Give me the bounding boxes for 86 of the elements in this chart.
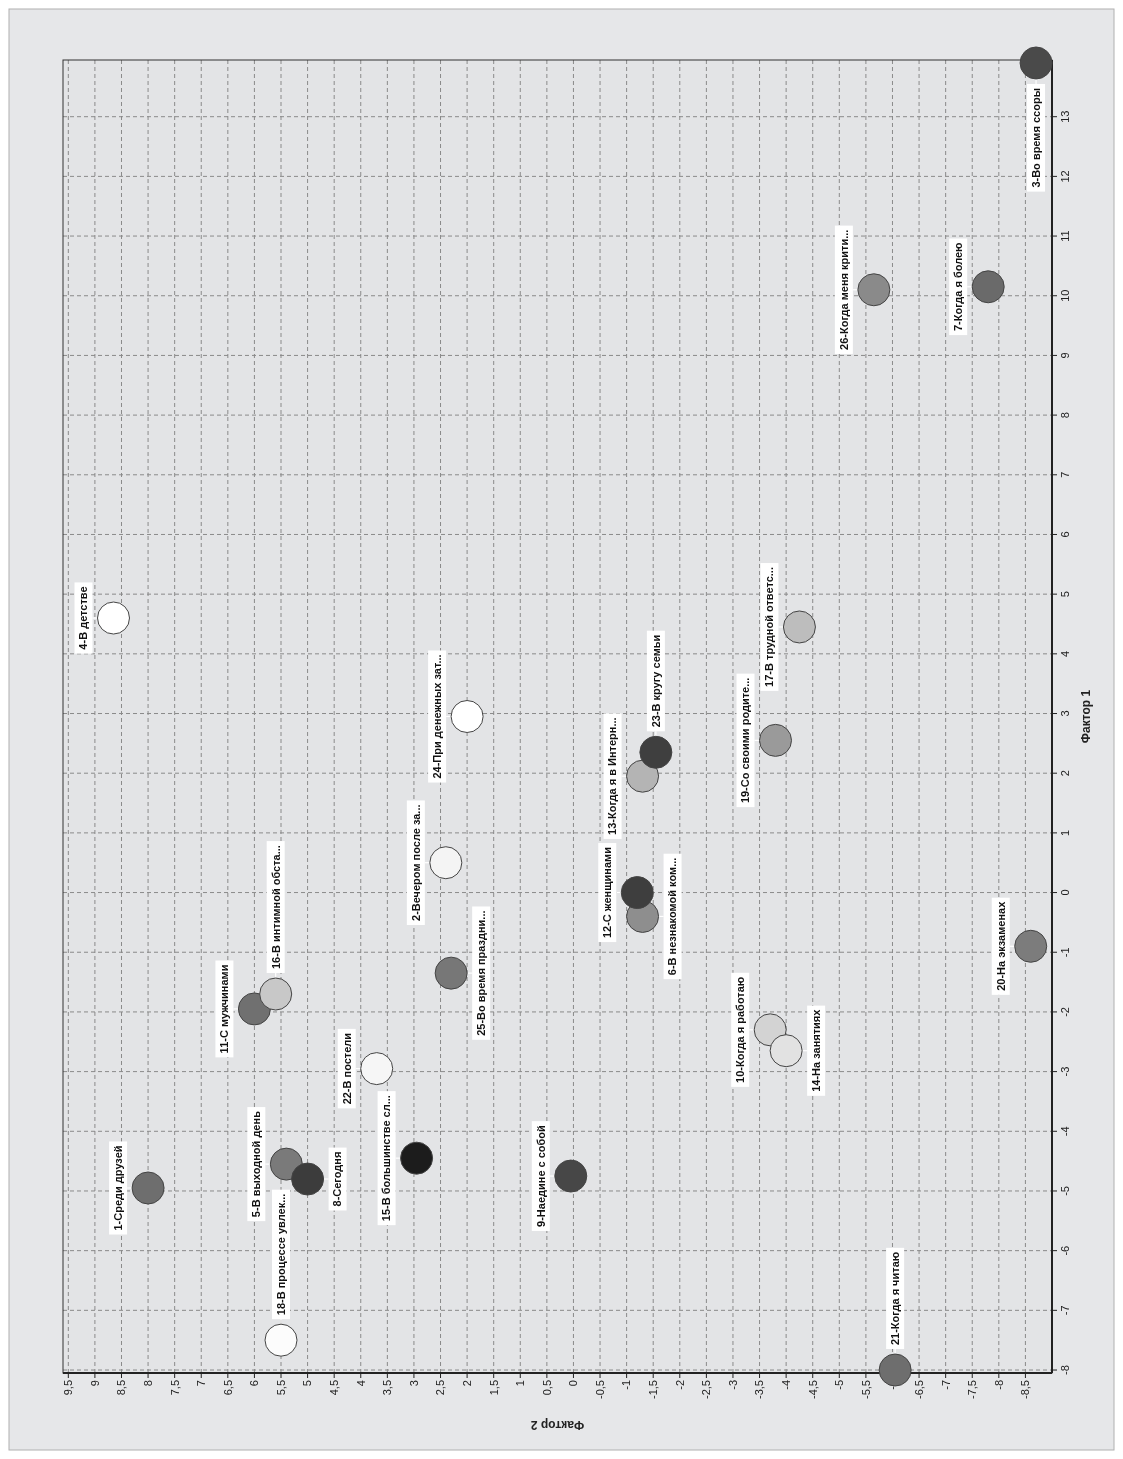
annotation: 8-Сегодня (331, 1151, 344, 1207)
annotation: 12-С женщинами (601, 847, 614, 939)
y-tick-label: -5 (1058, 1186, 1071, 1196)
annotation: 16-В интимной обста... (269, 845, 282, 970)
y-tick-label: -6 (1058, 1245, 1071, 1256)
annotation: 4-В детстве (77, 586, 90, 650)
annotation: 17-В трудной ответс... (763, 567, 776, 687)
x-tick-label: 8,5 (115, 1380, 128, 1396)
annotation: 5-В выходной день (250, 1110, 263, 1218)
annotation: 18-В процессе увлек... (274, 1193, 287, 1316)
x-tick-label: -6,5 (912, 1380, 925, 1399)
x-tick-label: 0,5 (540, 1380, 553, 1396)
y-tick-label: -3 (1058, 1066, 1071, 1077)
x-tick-label: 4 (354, 1380, 367, 1387)
annotation: 1-Среди друзей (111, 1145, 124, 1231)
y-tick-label: -2 (1058, 1007, 1071, 1017)
x-tick-label: -8,5 (1019, 1380, 1032, 1399)
x-tick-label: -0,5 (593, 1380, 606, 1399)
annotation: 21-Когда я читаю (888, 1251, 901, 1346)
annotation: 11-С мужчинами (218, 964, 231, 1054)
x-tick-label: -1,5 (647, 1380, 660, 1399)
y-tick-label: 4 (1058, 650, 1071, 657)
x-tick-label: -3 (726, 1380, 739, 1390)
y-tick-label: 11 (1058, 230, 1071, 242)
x-tick-label: 3 (407, 1380, 420, 1387)
y-tick-label: 0 (1058, 889, 1071, 896)
y-tick-label: -4 (1058, 1126, 1071, 1137)
x-tick-label: 9,5 (62, 1380, 75, 1396)
y-tick-label: 6 (1058, 531, 1071, 538)
y-tick-label: 3 (1058, 710, 1071, 717)
y-tick-label: -8 (1058, 1365, 1071, 1375)
x-tick-label: 6 (248, 1380, 261, 1387)
annotation: 7-Когда я болею (952, 242, 965, 332)
annotation: 19-Со своими родите... (739, 677, 752, 804)
x-tick-label: 2,5 (434, 1380, 447, 1396)
x-tick-label: -7 (939, 1380, 952, 1390)
x-tick-label: 5 (301, 1380, 314, 1387)
x-tick-label: -7,5 (966, 1380, 979, 1399)
y-tick-label: 7 (1058, 471, 1071, 478)
y-tick-label: 9 (1058, 352, 1071, 359)
annotation: 23-В кругу семьи (649, 634, 662, 728)
y-tick-label: 1 (1058, 829, 1071, 836)
x-tick-label: 7,5 (168, 1380, 181, 1396)
y-tick-label: 2 (1058, 770, 1071, 777)
x-tick-label: 9 (88, 1380, 101, 1387)
x-tick-label: -5 (833, 1380, 846, 1390)
annotation: 22-В постели (340, 1032, 353, 1105)
y-tick-label: 12 (1058, 170, 1071, 183)
x-tick-label: -3,5 (753, 1380, 766, 1399)
x-tick-label: -8 (992, 1380, 1005, 1390)
y-tick-label: -7 (1058, 1305, 1071, 1316)
y-tick-label: 13 (1058, 110, 1071, 123)
y-tick-label: 10 (1058, 289, 1071, 302)
annotation: 13-Когда я в Интерн... (606, 717, 619, 835)
x-tick-label: 1 (514, 1380, 527, 1387)
annotation: 25-Во время праздни... (475, 910, 488, 1036)
x-tick-label: -2,5 (700, 1380, 713, 1399)
annotation: 20-На экзаменах (994, 900, 1007, 991)
x-tick-label: -5,5 (859, 1380, 872, 1399)
x-tick-label: -4 (779, 1380, 792, 1390)
x-tick-label: 4,5 (328, 1380, 341, 1396)
annotation: 3-Во время ссоры (1029, 87, 1042, 188)
x-tick-label: -2 (673, 1380, 686, 1390)
x-tick-label: 2 (460, 1380, 473, 1387)
annotation: 15-В большинстве сл... (380, 1095, 393, 1222)
y-tick-label: -1 (1058, 947, 1071, 958)
x-tick-label: 7 (195, 1380, 208, 1387)
x-tick-label: 6,5 (221, 1380, 234, 1396)
annotation: 6-В незнакомой ком... (666, 857, 679, 976)
x-axis-title: Фактор 2 (530, 1418, 585, 1432)
x-tick-label: 8 (141, 1380, 154, 1387)
x-tick-label: -4,5 (806, 1380, 819, 1399)
annotation: 24-При денежных зат... (430, 654, 443, 779)
x-tick-label: 0 (567, 1380, 580, 1387)
x-tick-label: 5,5 (274, 1380, 287, 1396)
annotation: 14-На занятиях (809, 1008, 822, 1092)
x-tick-label: 3,5 (381, 1380, 394, 1396)
annotation: 26-Когда меня крити... (837, 229, 850, 350)
x-tick-label: -1 (620, 1380, 633, 1390)
annotation: 2-Вечером после за... (409, 804, 422, 921)
x-tick-label: 1,5 (487, 1380, 500, 1396)
annotation: 10-Когда я работаю (734, 976, 747, 1083)
y-tick-label: 5 (1058, 591, 1071, 598)
annotation: 9-Наедине с собой (534, 1125, 547, 1227)
y-axis-title: Фактор 1 (1079, 689, 1094, 744)
y-tick-label: 8 (1058, 412, 1071, 419)
